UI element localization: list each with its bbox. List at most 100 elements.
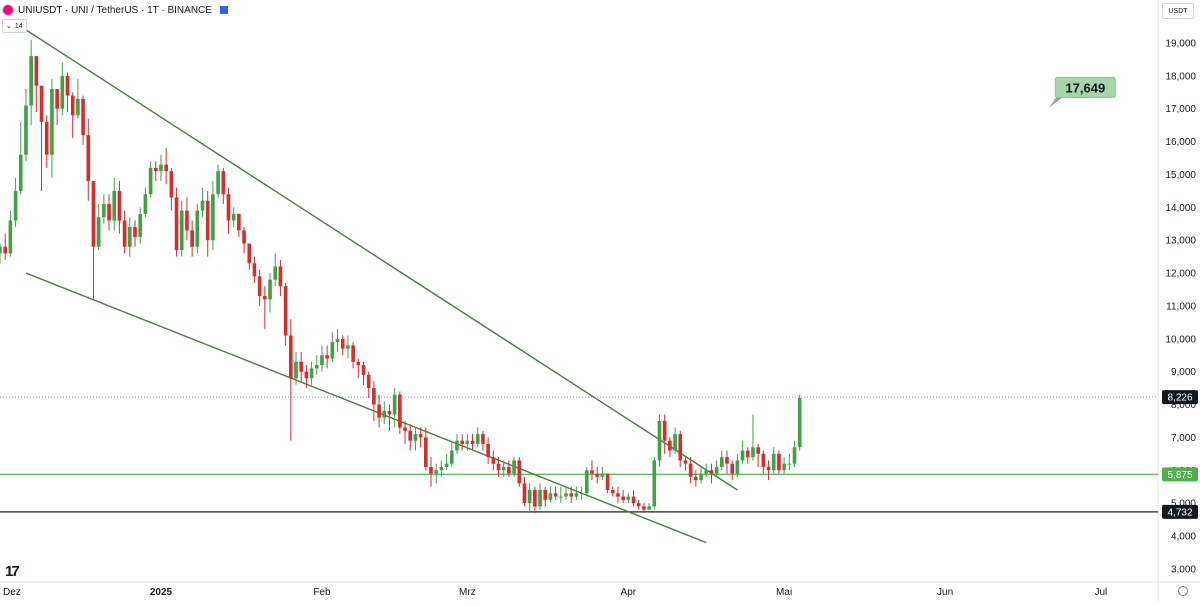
candle-body[interactable] [688,463,693,477]
candle-body[interactable] [481,434,485,444]
candle-body[interactable] [730,463,735,474]
candle-body[interactable] [242,230,246,244]
candle-body[interactable] [3,246,8,254]
candle-body[interactable] [486,443,490,458]
candle-body[interactable] [413,434,418,441]
candle-body[interactable] [600,473,605,477]
candle-body[interactable] [553,493,558,497]
candle-body[interactable] [574,493,579,497]
candle-body[interactable] [221,171,226,195]
candle-body[interactable] [719,457,724,467]
candle-body[interactable] [714,466,719,474]
candle-body[interactable] [559,496,563,498]
candle-body[interactable] [507,466,511,474]
candle-body[interactable] [216,171,220,195]
candle-body[interactable] [527,489,532,504]
candle-body[interactable] [174,197,179,251]
candle-body[interactable] [44,121,49,155]
candle-body[interactable] [444,463,449,467]
target-callout-box[interactable] [1054,76,1116,98]
candle-body[interactable] [418,434,423,438]
trendline[interactable] [25,29,738,491]
candle-body[interactable] [766,466,771,471]
candle-body[interactable] [673,434,677,451]
candle-body[interactable] [226,194,231,221]
candle-body[interactable] [65,75,70,96]
candle-body[interactable] [709,470,714,474]
candle-body[interactable] [449,450,454,464]
candle-body[interactable] [211,194,215,241]
candle-body[interactable] [408,430,413,441]
candle-body[interactable] [642,506,646,510]
candle-body[interactable] [590,470,594,474]
candle-body[interactable] [107,204,111,221]
candle-body[interactable] [647,506,651,510]
candle-body[interactable] [751,447,755,458]
candle-body[interactable] [356,361,361,366]
candle-body[interactable] [496,463,501,471]
candle-body[interactable] [159,164,163,172]
gear-icon[interactable] [1178,586,1188,596]
candle-body[interactable] [792,447,797,464]
candle-body[interactable] [533,489,537,507]
candle-body[interactable] [340,338,345,349]
candle-body[interactable] [231,213,236,221]
candle-body[interactable] [631,496,636,504]
candle-body[interactable] [740,450,745,461]
candle-body[interactable] [652,460,657,507]
candle-body[interactable] [86,135,91,182]
candle-body[interactable] [164,164,168,172]
candle-body[interactable] [185,210,189,231]
candle-body[interactable] [299,361,304,372]
candle-body[interactable] [564,493,568,497]
candle-body[interactable] [491,457,496,464]
candle-body[interactable] [190,230,194,247]
candle-body[interactable] [366,374,371,389]
candle-body[interactable] [112,190,117,221]
candle-body[interactable] [153,167,158,172]
candle-body[interactable] [605,473,610,490]
candle-body[interactable] [91,181,96,247]
candle-body[interactable] [0,246,2,254]
candle-body[interactable] [309,368,314,379]
candle-body[interactable] [538,489,542,507]
candle-body[interactable] [694,476,698,481]
candle-body[interactable] [179,210,184,251]
candle-body[interactable] [372,388,376,405]
candle-body[interactable] [81,98,85,136]
candle-body[interactable] [257,276,262,297]
candle-body[interactable] [377,404,381,418]
candle-body[interactable] [283,286,288,336]
candle-body[interactable] [268,279,272,300]
candle-body[interactable] [128,227,132,247]
candle-body[interactable] [13,190,18,221]
candle-body[interactable] [668,440,672,451]
candle-body[interactable] [579,493,584,495]
candle-body[interactable] [252,263,257,277]
candle-body[interactable] [320,355,324,366]
candle-body[interactable] [517,460,522,484]
candle-body[interactable] [117,190,122,221]
candle-body[interactable] [169,171,174,198]
candle-body[interactable] [403,427,407,431]
collapse-legend-button[interactable]: ⌄ 14 [2,19,27,33]
candle-body[interactable] [745,450,750,458]
candle-body[interactable] [195,210,200,247]
candle-body[interactable] [616,493,620,497]
candle-body[interactable] [465,440,470,444]
candle-body[interactable] [330,342,335,359]
candle-body[interactable] [76,98,80,116]
candle-body[interactable] [143,194,148,214]
candle-body[interactable] [398,394,402,428]
candle-body[interactable] [522,483,527,504]
candle-body[interactable] [138,213,143,237]
candle-body[interactable] [735,460,740,474]
currency-button[interactable]: USDT [1162,3,1194,19]
candle-body[interactable] [569,493,574,497]
candle-body[interactable] [621,496,625,500]
candle-body[interactable] [626,496,631,500]
candle-body[interactable] [382,411,387,418]
candle-body[interactable] [133,227,137,237]
candle-body[interactable] [273,266,278,280]
